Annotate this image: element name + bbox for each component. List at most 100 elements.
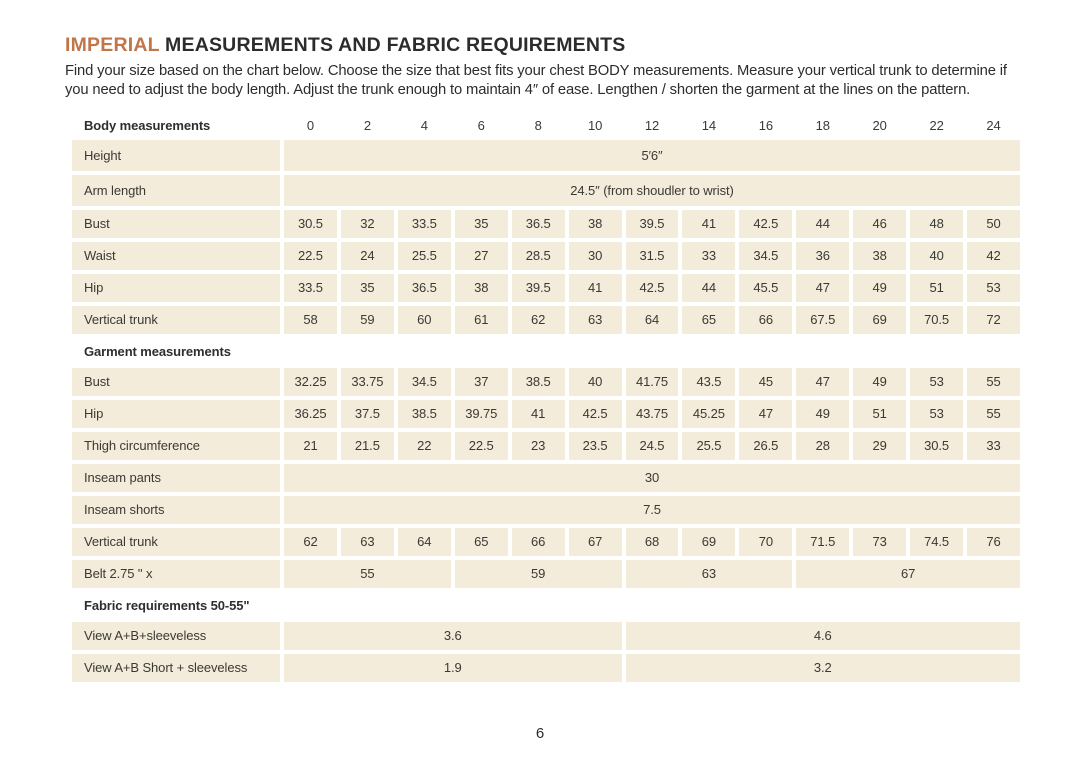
value-cell: 30 — [568, 241, 622, 270]
row-label: Hip — [72, 399, 280, 428]
page-title: IMPERIAL MEASUREMENTS AND FABRIC REQUIRE… — [65, 34, 1015, 57]
size-column-header: 14 — [701, 118, 717, 134]
merged-value-cell: 3.2 — [625, 653, 1020, 682]
size-column-header: 24 — [986, 118, 1001, 134]
value-cell: 41 — [511, 399, 565, 428]
row-label: Inseam pants — [72, 463, 280, 492]
value-cell: 26.5 — [739, 431, 793, 460]
row-label: View A+B Short + sleeveless — [72, 653, 280, 682]
merged-value-cell: 30 — [284, 463, 1020, 492]
row-label: Bust — [72, 367, 280, 396]
value-cell: 55 — [967, 399, 1020, 428]
table-row-1-height: Height 5′6″ — [72, 139, 1020, 171]
size-column-header: 0 — [306, 118, 315, 134]
value-cell: 38 — [853, 241, 907, 270]
value-cell: 69 — [682, 527, 736, 556]
value-cell: 25.5 — [397, 241, 451, 270]
intro-paragraph: Find your size based on the chart below.… — [65, 63, 1007, 99]
row-label: Body measurements — [84, 118, 211, 134]
size-column-header: 22 — [929, 118, 944, 134]
value-cell: 38.5 — [397, 399, 451, 428]
table-row-2-arm-length: Arm length 24.5″ (from shoudler to wrist) — [72, 174, 1020, 206]
value-cell: 69 — [853, 305, 907, 334]
table-row-7-garment-measurements: Garment measurements — [72, 342, 1020, 362]
row-label: Garment measurements — [84, 344, 231, 360]
value-cell: 37 — [454, 367, 508, 396]
value-cell: 31.5 — [625, 241, 679, 270]
row-label: Belt 2.75 " x — [72, 559, 280, 588]
value-cell: 40 — [910, 241, 964, 270]
size-column-header: 8 — [534, 118, 542, 134]
merged-value-cell: 55 — [284, 559, 451, 588]
value-cell: 67 — [568, 527, 622, 556]
value-cell: 22.5 — [284, 241, 337, 270]
table-row-0-body-measurements: Body measurements 0 2 4 6 8 10 12 14 16 18 20 22 24 — [72, 114, 1020, 138]
size-column-header: 4 — [420, 118, 428, 134]
table-row-4-waist: Waist 22.5 24 25.5 27 28.5 30 31.5 33 34.5 36 38 40 4… — [72, 241, 1020, 270]
value-cell: 70.5 — [910, 305, 964, 334]
value-cell: 29 — [853, 431, 907, 460]
merged-value-cell: 24.5″ (from shoudler to wrist) — [284, 174, 1020, 206]
size-column-header: 18 — [815, 118, 830, 134]
table-row-16-view-a-b-sleeveless: View A+B+sleeveless 3.6 4.6 — [72, 621, 1020, 650]
value-cell: 70 — [739, 527, 793, 556]
value-cell: 35 — [340, 273, 394, 302]
value-cell: 45.5 — [739, 273, 793, 302]
value-cell: 41.75 — [625, 367, 679, 396]
value-cell: 59 — [340, 305, 394, 334]
size-column-header: 20 — [872, 118, 887, 134]
merged-value-cell: 4.6 — [625, 621, 1020, 650]
row-label: Height — [72, 139, 280, 171]
value-cell: 34.5 — [397, 367, 451, 396]
size-column-header: 6 — [477, 118, 485, 134]
value-cell: 67.5 — [796, 305, 850, 334]
value-cell: 37.5 — [340, 399, 394, 428]
value-cell: 34.5 — [739, 241, 793, 270]
merged-value-cell: 1.9 — [284, 653, 622, 682]
value-cell: 62 — [284, 527, 337, 556]
value-cell: 53 — [910, 367, 964, 396]
row-label: Arm length — [72, 174, 280, 206]
value-cell: 39.5 — [625, 209, 679, 238]
value-cell: 33 — [967, 431, 1020, 460]
value-cell: 33.5 — [284, 273, 337, 302]
table-row-10-thigh-circumference: Thigh circumference 21 21.5 22 22.5 23 23.5 24.… — [72, 431, 1020, 460]
value-cell: 49 — [853, 273, 907, 302]
value-cell: 66 — [511, 527, 565, 556]
value-cell: 63 — [340, 527, 394, 556]
value-cell: 53 — [910, 399, 964, 428]
value-cell: 74.5 — [910, 527, 964, 556]
value-cell: 21 — [284, 431, 337, 460]
value-cell: 42.5 — [568, 399, 622, 428]
value-cell: 48 — [910, 209, 964, 238]
value-cell: 60 — [397, 305, 451, 334]
value-cell: 50 — [967, 209, 1020, 238]
size-column-header: 10 — [587, 118, 603, 134]
value-cell: 43.5 — [682, 367, 736, 396]
value-cell: 32 — [340, 209, 394, 238]
value-cell: 42.5 — [625, 273, 679, 302]
value-cell: 62 — [511, 305, 565, 334]
size-chart-table: Body measurements 0 2 4 6 8 10 12 14 16 18 20 22 24 He… — [72, 114, 1020, 682]
value-cell: 28 — [796, 431, 850, 460]
value-cell: 35 — [454, 209, 508, 238]
value-cell: 63 — [568, 305, 622, 334]
value-cell: 45.25 — [682, 399, 736, 428]
merged-value-cell: 67 — [796, 559, 1020, 588]
value-cell: 47 — [796, 273, 850, 302]
value-cell: 42 — [967, 241, 1020, 270]
size-column-header: 2 — [363, 118, 371, 134]
value-cell: 44 — [682, 273, 736, 302]
merged-value-cell: 59 — [454, 559, 622, 588]
table-row-9-hip: Hip 36.25 37.5 38.5 39.75 41 42.5 43.75 45.25 47 4… — [72, 399, 1020, 428]
page-number: 6 — [535, 725, 545, 742]
row-label: Inseam shorts — [72, 495, 280, 524]
table-row-11-inseam-pants: Inseam pants 30 — [72, 463, 1020, 492]
value-cell: 36.5 — [511, 209, 565, 238]
value-cell: 40 — [568, 367, 622, 396]
merged-value-cell: 7.5 — [284, 495, 1020, 524]
value-cell: 53 — [967, 273, 1020, 302]
value-cell: 23.5 — [568, 431, 622, 460]
value-cell: 68 — [625, 527, 679, 556]
